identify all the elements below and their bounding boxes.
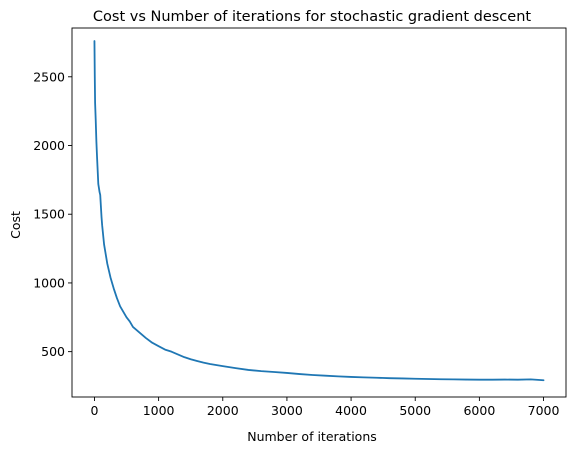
- series-line-cost: [93, 40, 545, 382]
- y-tick-label: 500: [41, 344, 65, 359]
- x-tick-label: 1000: [143, 403, 175, 418]
- y-tick-label: 1000: [33, 275, 65, 290]
- x-tick-label: 6000: [463, 403, 495, 418]
- y-tick-label: 2500: [33, 69, 65, 84]
- x-tick-label: 5000: [399, 403, 431, 418]
- x-axis: 0 1000 2000 3000 4000 5000 6000 7000: [90, 397, 559, 418]
- y-tick-label: 1500: [33, 207, 65, 222]
- x-tick-label: 0: [90, 403, 98, 418]
- plot-frame: [71, 27, 567, 398]
- chart-title: Cost vs Number of iterations for stochas…: [93, 9, 531, 25]
- x-tick-label: 7000: [528, 403, 560, 418]
- series-group: [93, 40, 545, 382]
- y-axis-label: Cost: [8, 211, 23, 239]
- x-tick-label: 4000: [335, 403, 367, 418]
- y-tick-label: 2000: [33, 138, 65, 153]
- x-tick-label: 3000: [271, 403, 303, 418]
- y-axis: 500 1000 1500 2000 2500: [33, 69, 72, 359]
- plot-area: [71, 27, 567, 398]
- x-axis-label: Number of iterations: [247, 429, 377, 444]
- x-tick-label: 2000: [207, 403, 239, 418]
